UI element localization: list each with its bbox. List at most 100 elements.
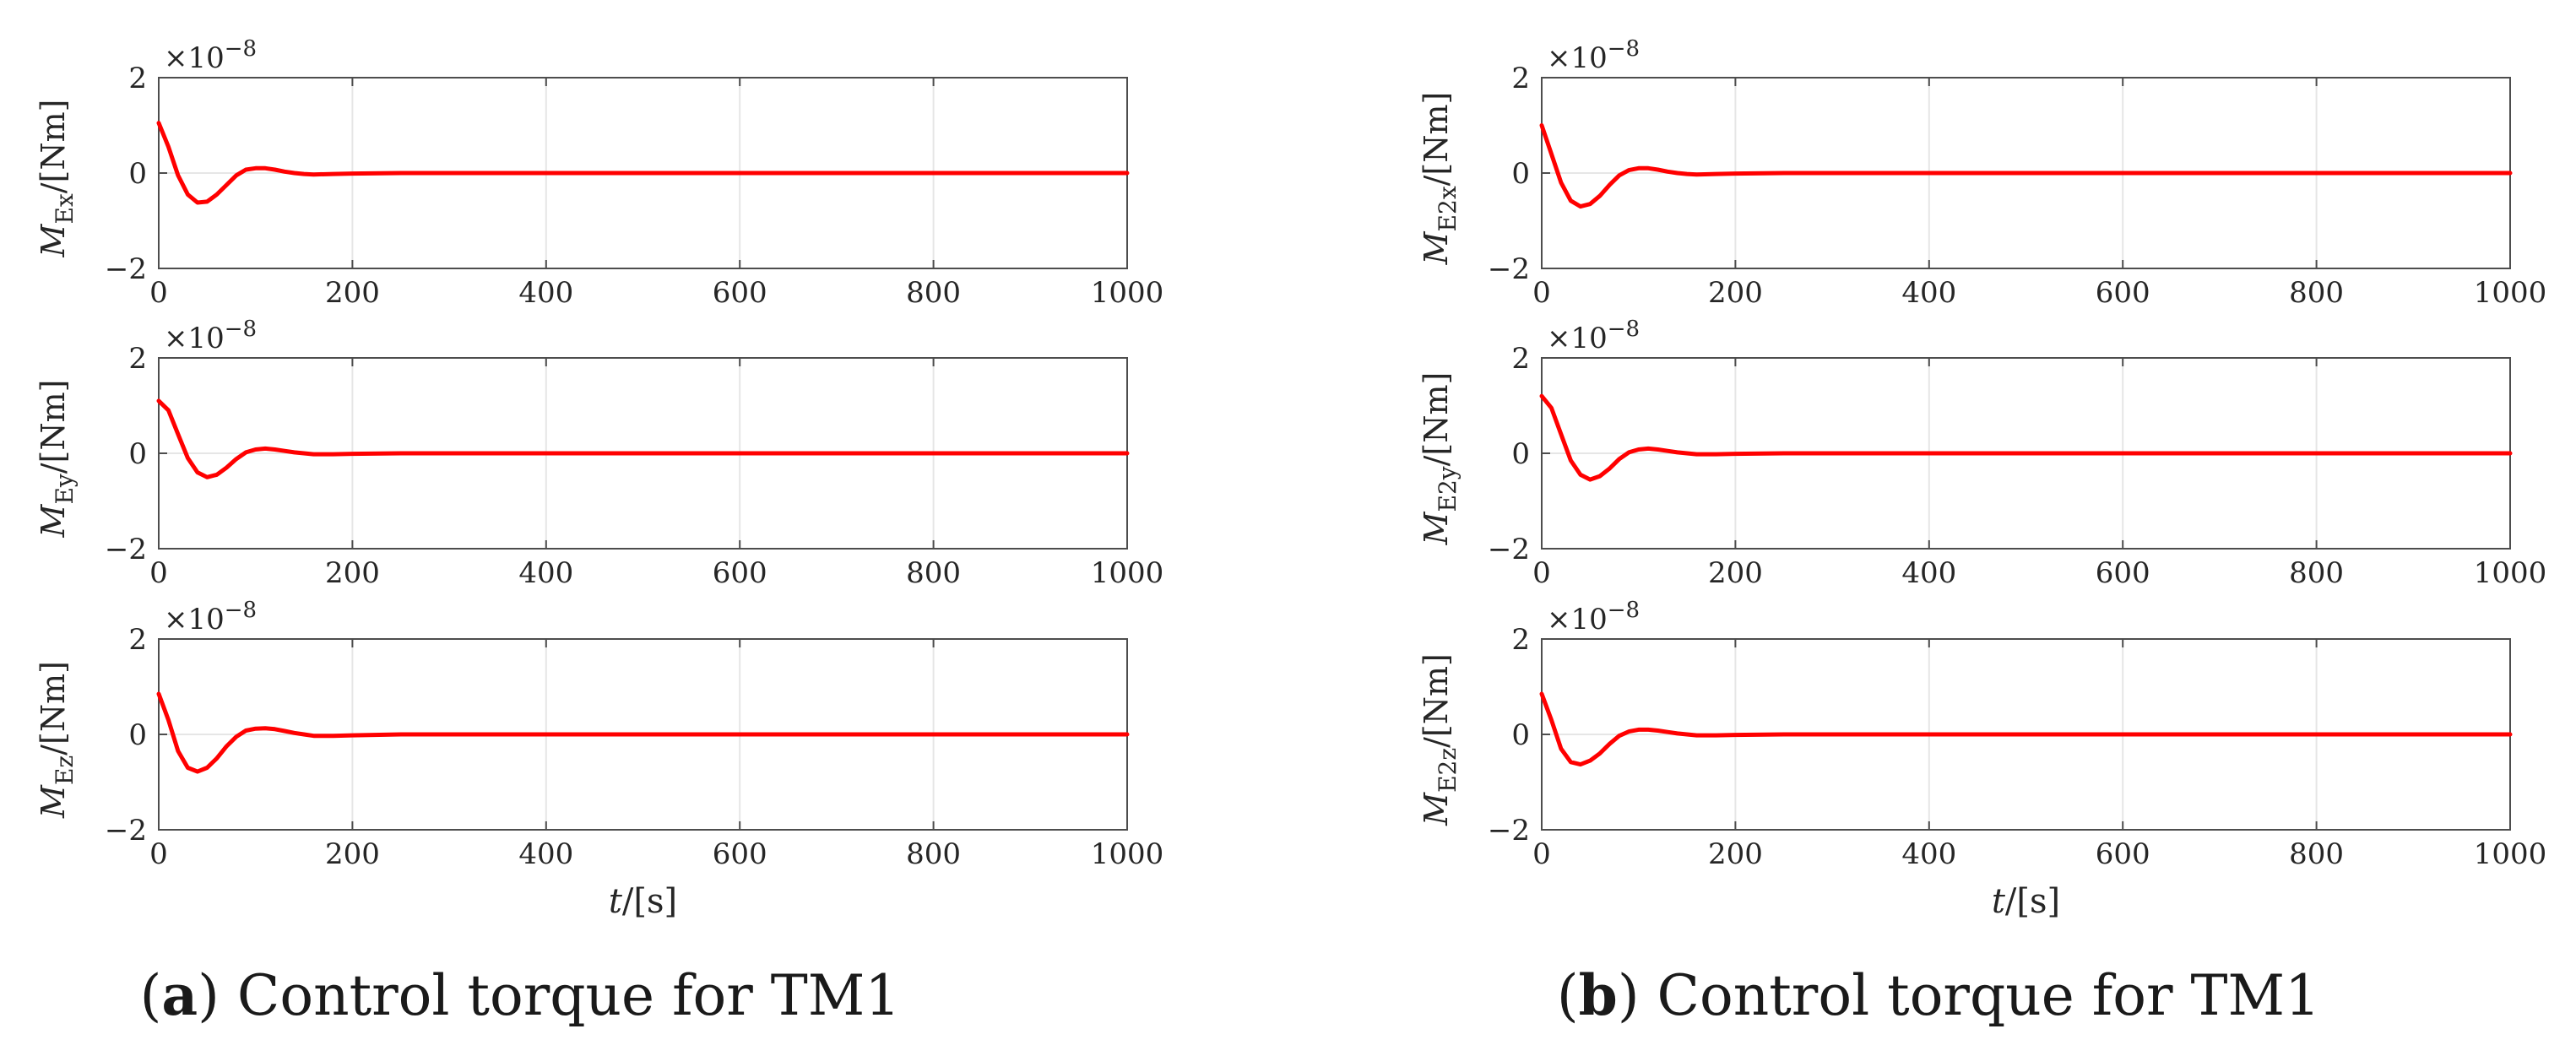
y-label-unit: /[Nm] — [1418, 372, 1455, 467]
series-line — [1539, 691, 2513, 767]
y-exponent-label: ×10−8 — [164, 317, 257, 355]
x-tick-label: 200 — [325, 556, 380, 590]
y-tick-label: −2 — [1488, 814, 1530, 848]
x-label-symbol: t — [609, 882, 623, 921]
y-tick-label: 2 — [1511, 62, 1530, 95]
caption-a: (a) Control torque for TM1 — [140, 962, 901, 1028]
x-tick-label: 0 — [1532, 556, 1551, 590]
y-tick-label: 0 — [128, 157, 147, 191]
y-exponent-label: ×10−8 — [1547, 317, 1640, 355]
y-tick-label: −2 — [105, 533, 147, 566]
exponent-power: −8 — [1608, 598, 1640, 623]
y-axis-label: MEx/[Nm] — [35, 100, 79, 258]
caption-b: (b) Control torque for TM1 — [1557, 962, 2320, 1028]
x-tick-label: 0 — [1532, 276, 1551, 310]
x-tick-label: 200 — [1708, 556, 1763, 590]
x-tick-label: 0 — [149, 837, 168, 871]
series-line — [156, 121, 1130, 205]
y-label-subscript: E2y — [1434, 466, 1462, 512]
y-tick-label: 0 — [1511, 437, 1530, 471]
x-tick-label: 400 — [1901, 556, 1956, 590]
exponent-power: −8 — [225, 598, 257, 623]
y-label-symbol: M — [35, 503, 72, 538]
x-tick-label: 400 — [1901, 837, 1956, 871]
x-tick-label: 800 — [2289, 837, 2344, 871]
y-tick-label: 0 — [128, 437, 147, 471]
x-tick-label: 200 — [325, 276, 380, 310]
x-tick-label: 400 — [518, 276, 573, 310]
x-tick-label: 0 — [149, 276, 168, 310]
y-tick-label: 2 — [128, 623, 147, 657]
y-tick-label: 2 — [128, 342, 147, 376]
y-tick-label: 0 — [128, 718, 147, 752]
y-axis-label: ME2z/[Nm] — [1418, 653, 1462, 826]
exponent-prefix: ×10 — [1547, 41, 1608, 75]
y-label-symbol: M — [1418, 511, 1455, 545]
x-tick-label: 200 — [325, 837, 380, 871]
x-tick-label: 600 — [713, 556, 767, 590]
exponent-prefix: ×10 — [164, 322, 225, 355]
x-label-unit: /[s] — [622, 882, 677, 921]
exponent-power: −8 — [1608, 36, 1640, 62]
y-label-unit: /[Nm] — [35, 380, 72, 474]
y-label-unit: /[Nm] — [35, 100, 72, 194]
y-axis-label: ME2y/[Nm] — [1418, 372, 1462, 546]
x-tick-label: 800 — [906, 276, 961, 310]
y-label-unit: /[Nm] — [35, 661, 72, 755]
y-label-unit: /[Nm] — [1418, 653, 1455, 748]
x-tick-label: 1000 — [2474, 276, 2547, 310]
x-tick-label: 1000 — [1091, 837, 1164, 871]
series-line — [1539, 123, 2513, 209]
y-label-subscript: E2x — [1434, 186, 1462, 231]
exponent-prefix: ×10 — [164, 41, 225, 75]
x-tick-label: 800 — [906, 837, 961, 871]
y-tick-label: 2 — [1511, 623, 1530, 657]
caption-b-open: ( — [1557, 963, 1579, 1028]
y-tick-label: 0 — [1511, 157, 1530, 191]
y-label-unit: /[Nm] — [1418, 92, 1455, 187]
x-tick-label: 800 — [906, 556, 961, 590]
y-exponent-label: ×10−8 — [1547, 36, 1640, 75]
exponent-prefix: ×10 — [1547, 322, 1608, 355]
x-tick-label: 1000 — [1091, 556, 1164, 590]
x-axis-label: t/[s] — [1992, 882, 2060, 921]
y-tick-label: 0 — [1511, 718, 1530, 752]
x-tick-label: 600 — [2096, 837, 2150, 871]
y-label-symbol: M — [35, 223, 72, 257]
x-tick-label: 400 — [518, 837, 573, 871]
y-tick-label: −2 — [105, 814, 147, 848]
y-label-symbol: M — [35, 784, 72, 819]
x-tick-label: 600 — [713, 837, 767, 871]
x-tick-label: 400 — [518, 556, 573, 590]
y-label-symbol: M — [1418, 230, 1455, 265]
y-label-subscript: Ez — [51, 755, 79, 785]
exponent-prefix: ×10 — [164, 603, 225, 636]
exponent-power: −8 — [225, 317, 257, 342]
y-exponent-label: ×10−8 — [1547, 598, 1640, 636]
x-tick-label: 0 — [1532, 837, 1551, 871]
y-exponent-label: ×10−8 — [164, 598, 257, 636]
y-tick-label: −2 — [105, 252, 147, 286]
x-tick-label: 600 — [2096, 276, 2150, 310]
x-tick-label: 600 — [713, 276, 767, 310]
x-tick-label: 0 — [149, 556, 168, 590]
caption-b-label: b — [1579, 962, 1618, 1028]
x-label-unit: /[s] — [2005, 882, 2060, 921]
caption-a-label: a — [161, 962, 198, 1028]
y-tick-label: −2 — [1488, 252, 1530, 286]
x-tick-label: 200 — [1708, 837, 1763, 871]
caption-b-text: ) Control torque for TM1 — [1618, 963, 2320, 1028]
y-label-symbol: M — [1418, 792, 1455, 826]
y-tick-label: 2 — [1511, 342, 1530, 376]
x-tick-label: 1000 — [1091, 276, 1164, 310]
y-tick-label: −2 — [1488, 533, 1530, 566]
series-line — [1539, 393, 2513, 482]
y-label-subscript: Ey — [51, 474, 79, 504]
